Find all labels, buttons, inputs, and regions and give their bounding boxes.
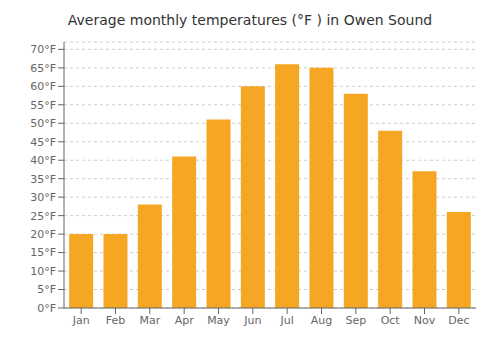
- svg-text:40°F: 40°F: [30, 154, 56, 167]
- svg-text:Jun: Jun: [243, 314, 261, 327]
- svg-text:0°F: 0°F: [37, 302, 56, 315]
- svg-text:Aug: Aug: [311, 314, 332, 327]
- svg-text:Jan: Jan: [72, 314, 90, 327]
- svg-text:45°F: 45°F: [30, 136, 56, 149]
- svg-text:50°F: 50°F: [30, 117, 56, 130]
- svg-text:55°F: 55°F: [30, 99, 56, 112]
- svg-text:35°F: 35°F: [30, 173, 56, 186]
- svg-text:Sep: Sep: [345, 314, 366, 327]
- svg-text:Nov: Nov: [414, 314, 436, 327]
- svg-text:60°F: 60°F: [30, 80, 56, 93]
- svg-text:5°F: 5°F: [37, 283, 56, 296]
- svg-text:Dec: Dec: [448, 314, 469, 327]
- svg-text:Mar: Mar: [139, 314, 160, 327]
- svg-text:25°F: 25°F: [30, 210, 56, 223]
- svg-text:Oct: Oct: [381, 314, 401, 327]
- html-text:Average monthly temperatures (: Average monthly temperatures (°F ) in Ow…: [67, 12, 433, 28]
- svg-text:15°F: 15°F: [30, 246, 56, 259]
- svg-text:Feb: Feb: [106, 314, 125, 327]
- svg-text:May: May: [207, 314, 230, 327]
- svg-text:70°F: 70°F: [30, 43, 56, 56]
- svg-text:Apr: Apr: [175, 314, 195, 327]
- svg-text:10°F: 10°F: [30, 265, 56, 278]
- svg-text:Jul: Jul: [280, 314, 294, 327]
- svg-text:30°F: 30°F: [30, 191, 56, 204]
- svg-text:65°F: 65°F: [30, 62, 56, 75]
- svg-text:20°F: 20°F: [30, 228, 56, 241]
